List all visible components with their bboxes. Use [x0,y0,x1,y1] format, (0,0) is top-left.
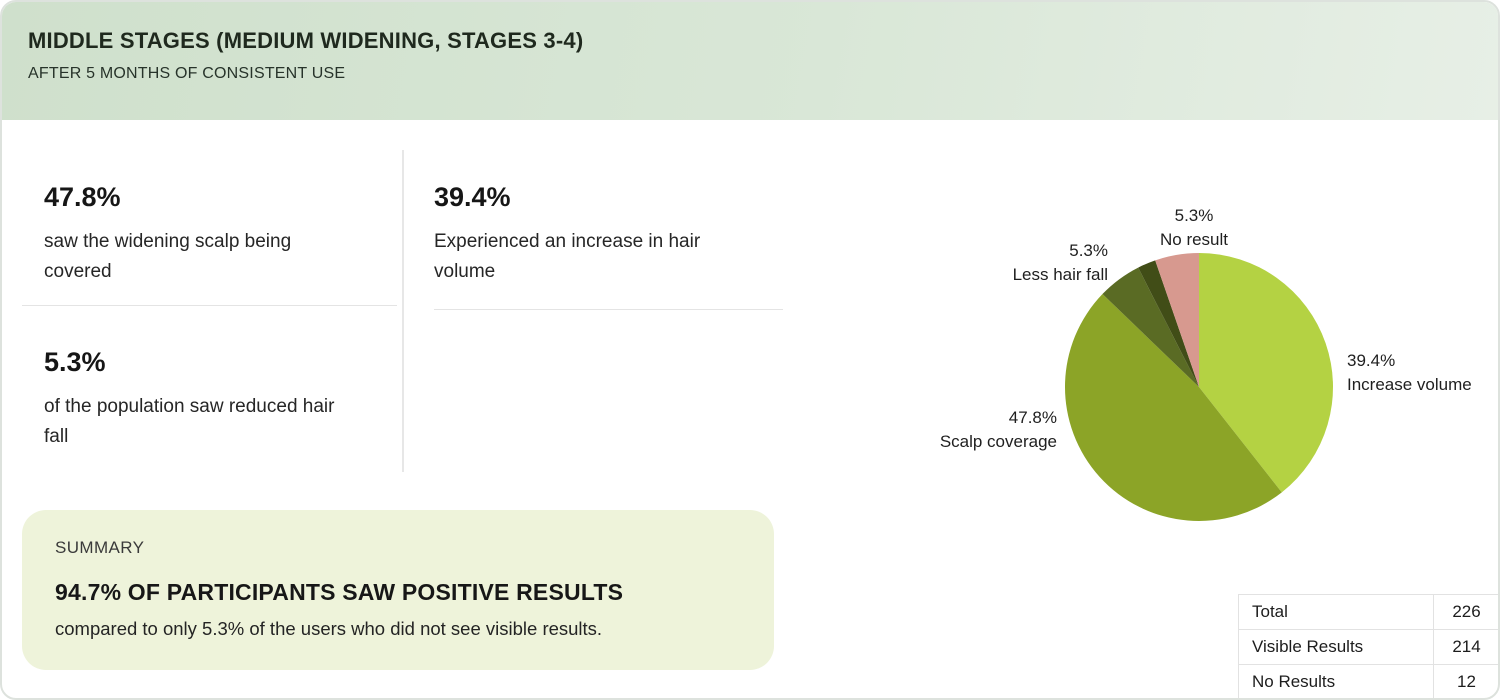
stat-hair-volume: 39.4% Experienced an increase in hair vo… [434,182,756,287]
stat-description: saw the widening scalp being covered [44,231,292,282]
table-row-value: 214 [1433,629,1498,665]
stat-value: 39.4% [434,182,511,212]
summary-label: SUMMARY [55,538,145,557]
table-row: No Results 12 [1238,664,1498,698]
pie-label-text: Increase volume [1347,375,1472,394]
summary-body: compared to only 5.3% of the users who d… [55,618,603,639]
stat-description: of the population saw reduced hair fall [44,396,335,447]
stat-value: 47.8% [44,182,121,212]
pie-slice-less-hair-fall [1102,267,1199,387]
pie-slice-unlabeled [1138,260,1199,387]
pie-chart [1065,253,1333,521]
stat-hair-fall: 5.3% of the population saw reduced hair … [44,347,354,452]
pie-label-no-result: 5.3% No result [1114,204,1274,252]
pie-slice-increase-volume [1199,253,1333,493]
table-row-value: 226 [1433,594,1498,630]
pie-label-text: Less hair fall [1012,265,1108,284]
pie-label-pct: 47.8% [1008,408,1057,427]
divider-right-column [434,309,783,310]
divider-left-column [22,305,397,306]
pie-label-text: No result [1159,230,1229,249]
results-table: Total 226 Visible Results 214 No Results… [1238,594,1498,698]
pie-slice-no-result [1155,253,1199,387]
summary-box: SUMMARY 94.7% OF PARTICIPANTS SAW POSITI… [22,510,774,670]
page-subtitle: AFTER 5 MONTHS OF CONSISTENT USE [28,65,346,82]
stat-scalp-coverage: 47.8% saw the widening scalp being cover… [44,182,354,287]
summary-headline: 94.7% OF PARTICIPANTS SAW POSITIVE RESUL… [55,579,624,605]
pie-label-pct: 39.4% [1347,351,1396,370]
table-row-label: Visible Results [1238,629,1434,665]
table-row-value: 12 [1433,664,1498,698]
divider-columns-vertical [402,150,404,472]
page-title: MIDDLE STAGES (MEDIUM WIDENING, STAGES 3… [28,28,584,53]
header-band: MIDDLE STAGES (MEDIUM WIDENING, STAGES 3… [2,2,1498,120]
pie-label-pct: 5.3% [1174,206,1214,225]
table-row-label: Total [1238,594,1434,630]
pie-label-increase-volume: 39.4% Increase volume [1347,349,1498,397]
pie-label-text: Scalp coverage [939,432,1057,451]
table-row: Total 226 [1238,594,1498,630]
table-row: Visible Results 214 [1238,629,1498,665]
stat-description: Experienced an increase in hair volume [434,231,701,282]
pie-label-less-hair-fall: 5.3% Less hair fall [958,239,1108,287]
table-row-label: No Results [1238,664,1434,698]
pie-label-scalp-coverage: 47.8% Scalp coverage [907,406,1057,454]
pie-label-pct: 5.3% [1069,241,1108,260]
stat-value: 5.3% [44,347,106,377]
pie-slice-scalp-coverage [1065,294,1282,521]
